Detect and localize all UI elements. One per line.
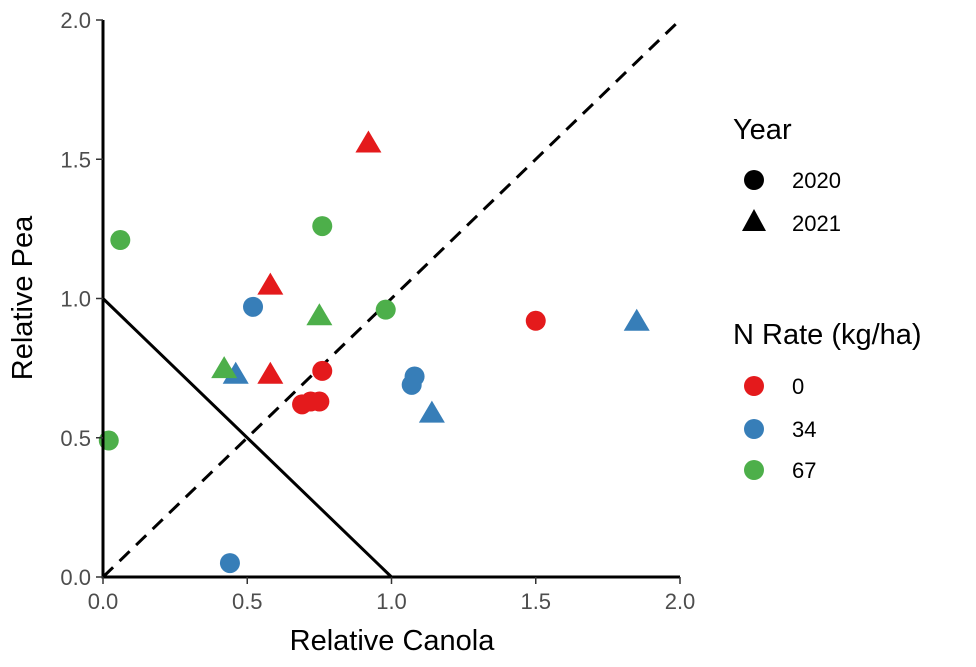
point-triangle-n0 bbox=[355, 130, 382, 153]
legend-year: Year 2020 2021 bbox=[733, 114, 841, 236]
point-triangle-n34 bbox=[623, 308, 650, 331]
replacement-solid-line bbox=[101, 297, 393, 579]
legend-n-rate-67-swatch bbox=[744, 460, 764, 480]
legend-n-rate-0-swatch bbox=[744, 376, 764, 396]
y-tick-label: 1.5 bbox=[60, 147, 91, 172]
point-circle-n67 bbox=[375, 299, 396, 320]
x-tick-label: 0.0 bbox=[88, 589, 119, 614]
y-tick-label: 0.5 bbox=[60, 426, 91, 451]
legend-n-rate-34-swatch bbox=[744, 419, 764, 439]
legend-triangle-marker bbox=[742, 209, 766, 231]
legend-n-rate-34-label: 34 bbox=[792, 417, 816, 442]
data-points bbox=[98, 130, 650, 574]
legend-n-rate-title: N Rate (kg/ha) bbox=[733, 319, 922, 351]
one-to-one-dashed-line bbox=[101, 18, 682, 579]
point-circle-n34 bbox=[243, 296, 264, 317]
legend-n-rate-67-label: 67 bbox=[792, 458, 816, 483]
point-triangle-n0 bbox=[257, 361, 284, 384]
y-axis-title: Relative Pea bbox=[7, 215, 39, 380]
legend-n-rate: N Rate (kg/ha) 0 34 67 bbox=[733, 319, 922, 483]
x-tick-label: 1.0 bbox=[376, 589, 407, 614]
x-axis-title: Relative Canola bbox=[290, 625, 496, 657]
point-circle-n0 bbox=[312, 360, 333, 381]
x-tick-label: 2.0 bbox=[665, 589, 696, 614]
point-triangle-n34 bbox=[222, 361, 249, 384]
point-circle-n67 bbox=[312, 216, 333, 237]
point-circle-n67 bbox=[110, 230, 131, 251]
legend-year-2020-label: 2020 bbox=[792, 168, 841, 193]
point-circle-n0 bbox=[309, 391, 330, 412]
legend-year-2021-label: 2021 bbox=[792, 211, 841, 236]
legend-circle-marker bbox=[744, 170, 764, 190]
tick-labels: 0.0 0.5 1.0 1.5 2.0 0.0 0.5 1.0 1.5 2.0 bbox=[60, 8, 695, 614]
y-tick-label: 0.0 bbox=[60, 565, 91, 590]
y-tick-label: 1.0 bbox=[60, 287, 91, 312]
x-tick-label: 0.5 bbox=[232, 589, 263, 614]
point-circle-n34 bbox=[219, 553, 240, 574]
point-triangle-n0 bbox=[257, 272, 284, 295]
point-circle-n34 bbox=[401, 374, 422, 395]
legend-year-title: Year bbox=[733, 114, 792, 146]
point-circle-n0 bbox=[525, 310, 546, 331]
point-triangle-n67 bbox=[211, 356, 238, 379]
reference-lines bbox=[101, 18, 682, 579]
x-tick-label: 1.5 bbox=[520, 589, 551, 614]
point-triangle-n67 bbox=[306, 303, 333, 326]
y-tick-label: 2.0 bbox=[60, 8, 91, 33]
legend-n-rate-0-label: 0 bbox=[792, 374, 804, 399]
point-triangle-n34 bbox=[418, 400, 445, 423]
